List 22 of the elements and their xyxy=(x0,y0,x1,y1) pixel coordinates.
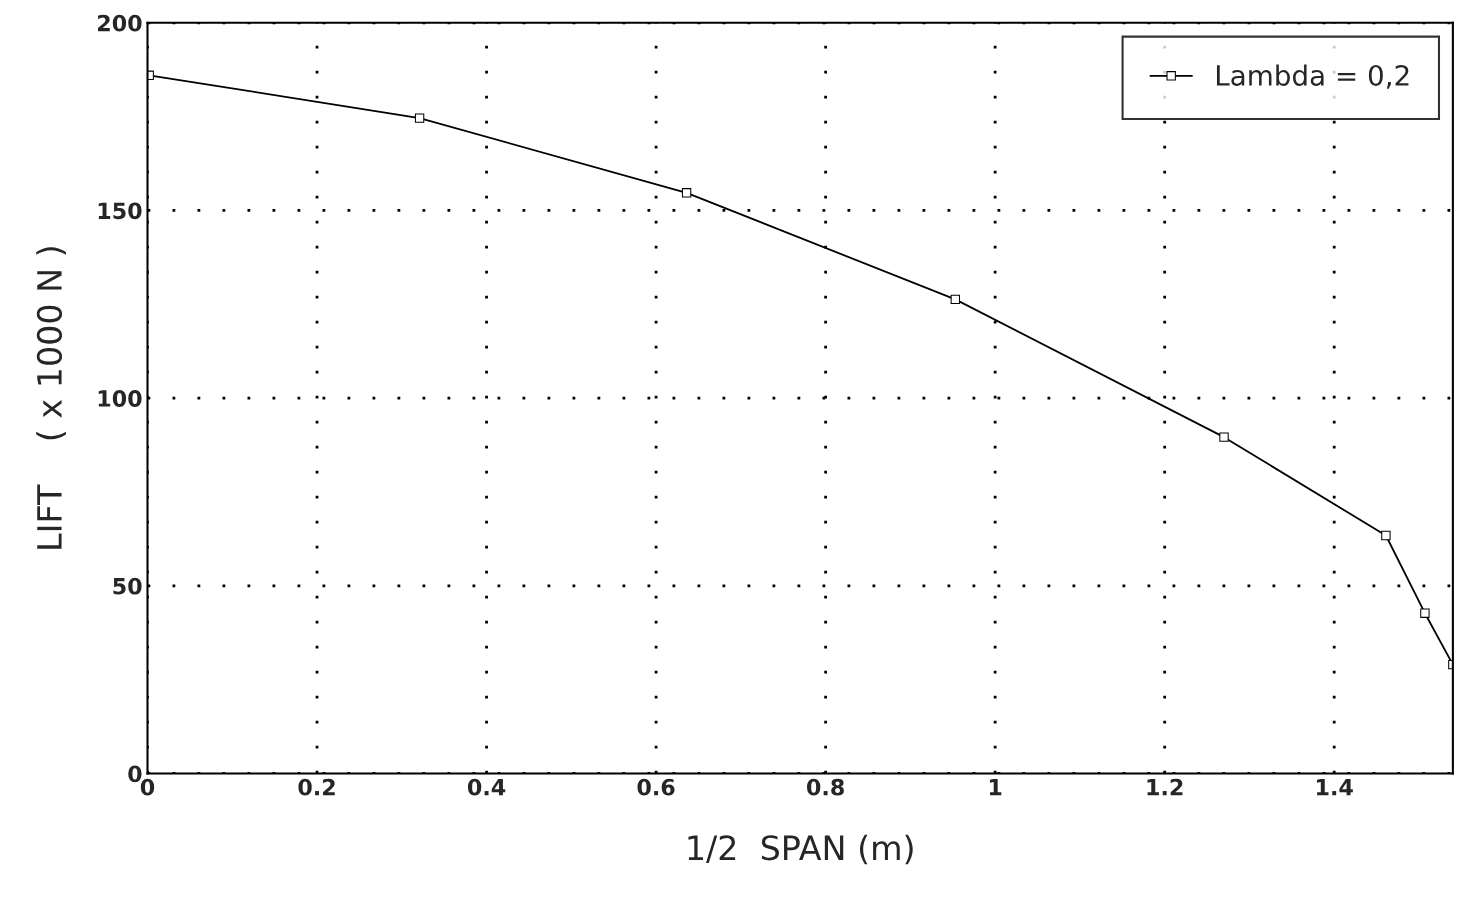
x-tick-label: 0 xyxy=(140,778,155,796)
legend-label: Lambda = 0,2 xyxy=(1216,64,1409,89)
x-tick-label: 0.8 xyxy=(807,778,844,796)
x-tick-label: 1.2 xyxy=(1147,778,1183,796)
y-tick-label: 50 xyxy=(113,577,142,595)
x-tick-label: 0.6 xyxy=(637,778,675,796)
point xyxy=(1420,608,1430,618)
x-tick-label: 0.2 xyxy=(298,778,335,796)
point xyxy=(1381,530,1391,541)
x-tick-label: 0.4 xyxy=(467,778,506,796)
y-tick-label: 0 xyxy=(128,765,142,783)
point xyxy=(414,113,425,123)
point xyxy=(1219,432,1229,442)
y-axis-title: LIFT ( x 1000 N ) xyxy=(36,247,66,549)
y-tick-label: 200 xyxy=(98,14,142,32)
y-tick-label: 150 xyxy=(98,202,142,220)
point xyxy=(950,294,960,305)
x-tick-label: 1.4 xyxy=(1317,779,1353,796)
point xyxy=(681,188,692,198)
x-tick-label: 1 xyxy=(989,779,1002,796)
y-tick-label: 100 xyxy=(98,390,142,407)
x-axis-title: 1/2 SPAN (m) xyxy=(688,834,913,865)
